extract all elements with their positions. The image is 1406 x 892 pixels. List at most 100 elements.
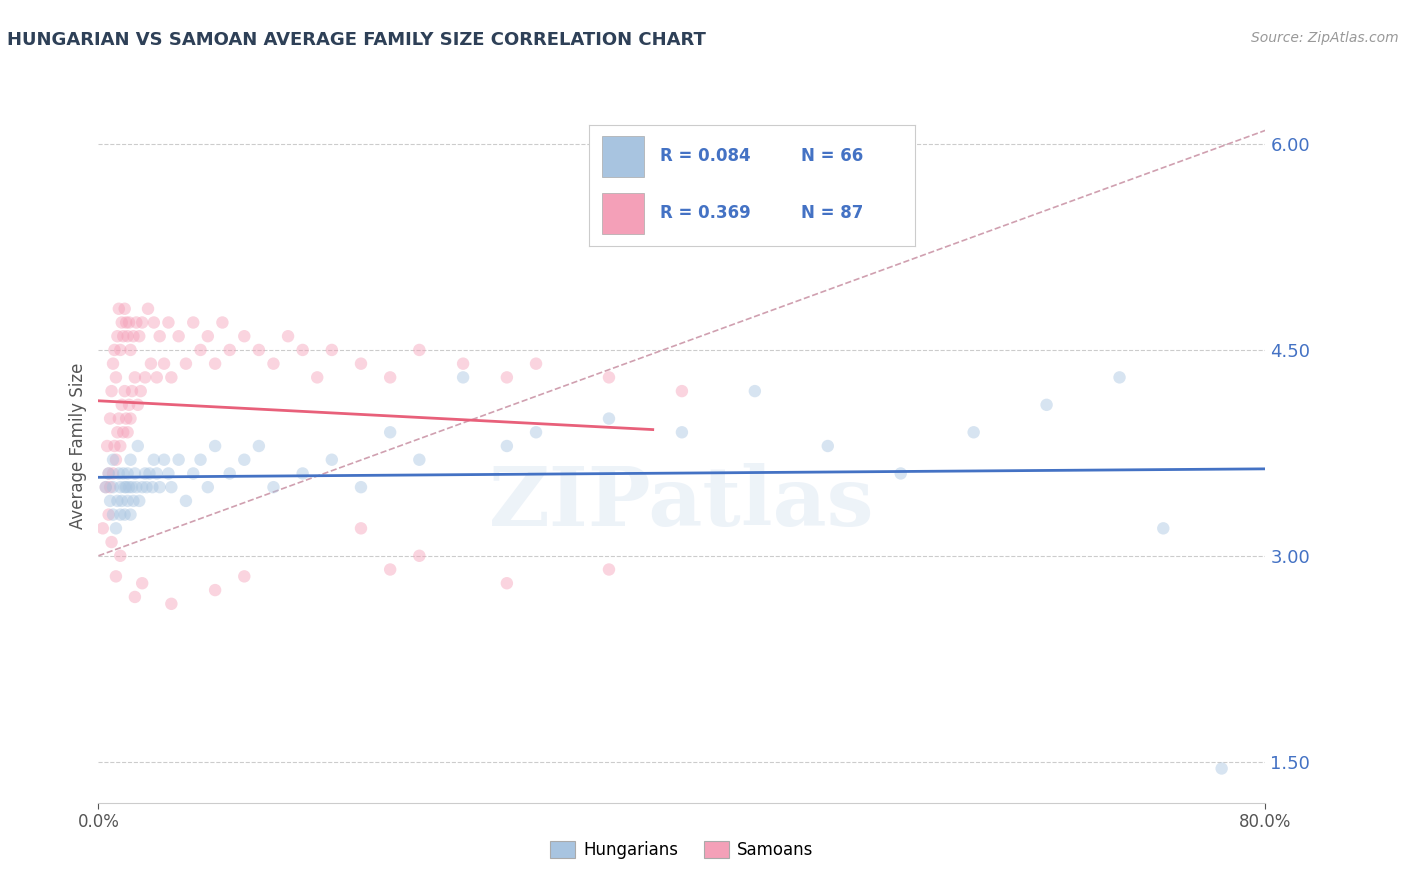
Point [1152, 521, 1174, 535]
Point [103, 439, 125, 453]
Point [117, 425, 139, 440]
Point [174, 357, 197, 371]
Point [101, 467, 124, 481]
Point [671, 425, 693, 440]
Point [96, 439, 118, 453]
Point [167, 452, 190, 467]
Point [94, 480, 117, 494]
Point [108, 301, 131, 316]
Point [100, 535, 122, 549]
Point [321, 452, 343, 467]
Point [146, 370, 169, 384]
Point [262, 357, 284, 371]
Text: R = 0.084: R = 0.084 [661, 147, 751, 165]
Point [277, 329, 299, 343]
Point [142, 452, 165, 467]
Point [98, 494, 121, 508]
Point [408, 343, 430, 357]
Point [174, 494, 197, 508]
Point [204, 439, 226, 453]
Point [190, 452, 212, 467]
Point [101, 357, 124, 371]
Point [114, 508, 136, 522]
Point [98, 480, 121, 494]
Point [204, 357, 226, 371]
Point [408, 452, 430, 467]
Point [1211, 762, 1233, 776]
Point [233, 329, 256, 343]
Point [160, 480, 183, 494]
Point [112, 425, 135, 440]
FancyBboxPatch shape [602, 193, 644, 234]
Point [181, 467, 204, 481]
Point [817, 439, 839, 453]
Point [190, 343, 212, 357]
Point [110, 439, 132, 453]
Point [103, 343, 125, 357]
Point [350, 521, 373, 535]
Point [321, 343, 343, 357]
Point [120, 452, 142, 467]
Point [114, 301, 136, 316]
Point [104, 569, 127, 583]
Point [94, 480, 117, 494]
Legend: Hungarians, Samoans: Hungarians, Samoans [544, 834, 820, 866]
Point [97, 467, 120, 481]
Point [211, 316, 233, 330]
Text: HUNGARIAN VS SAMOAN AVERAGE FAMILY SIZE CORRELATION CHART: HUNGARIAN VS SAMOAN AVERAGE FAMILY SIZE … [7, 31, 706, 49]
Point [380, 425, 402, 440]
Point [117, 329, 139, 343]
Point [105, 329, 128, 343]
Point [218, 467, 240, 481]
Point [291, 343, 314, 357]
Point [598, 411, 620, 425]
Point [122, 329, 145, 343]
Point [197, 480, 219, 494]
Point [101, 508, 124, 522]
Point [291, 467, 314, 481]
Point [496, 370, 519, 384]
Point [108, 467, 131, 481]
Point [112, 467, 135, 481]
Point [153, 452, 176, 467]
Text: Source: ZipAtlas.com: Source: ZipAtlas.com [1251, 31, 1399, 45]
Point [121, 480, 143, 494]
Point [120, 343, 142, 357]
Point [1035, 398, 1057, 412]
Point [149, 329, 172, 343]
Point [114, 384, 136, 398]
Point [101, 480, 124, 494]
Point [380, 370, 402, 384]
Point [110, 508, 132, 522]
Point [598, 370, 620, 384]
Point [204, 583, 226, 598]
Point [121, 384, 143, 398]
Point [129, 384, 152, 398]
Point [110, 343, 132, 357]
Point [131, 576, 153, 591]
Point [91, 521, 114, 535]
Point [153, 357, 176, 371]
Point [136, 301, 159, 316]
Point [134, 370, 156, 384]
Point [128, 494, 150, 508]
Point [141, 480, 163, 494]
Point [744, 384, 766, 398]
Text: N = 66: N = 66 [801, 147, 863, 165]
Point [124, 467, 146, 481]
Point [120, 411, 142, 425]
Text: N = 87: N = 87 [801, 204, 863, 222]
Point [962, 425, 984, 440]
Point [111, 316, 134, 330]
Point [671, 384, 693, 398]
Point [247, 343, 270, 357]
Point [890, 467, 912, 481]
Point [98, 411, 121, 425]
Point [105, 425, 128, 440]
Point [104, 521, 127, 535]
Point [115, 316, 138, 330]
Point [115, 411, 138, 425]
Point [350, 480, 373, 494]
Point [124, 370, 146, 384]
Y-axis label: Average Family Size: Average Family Size [69, 363, 87, 529]
